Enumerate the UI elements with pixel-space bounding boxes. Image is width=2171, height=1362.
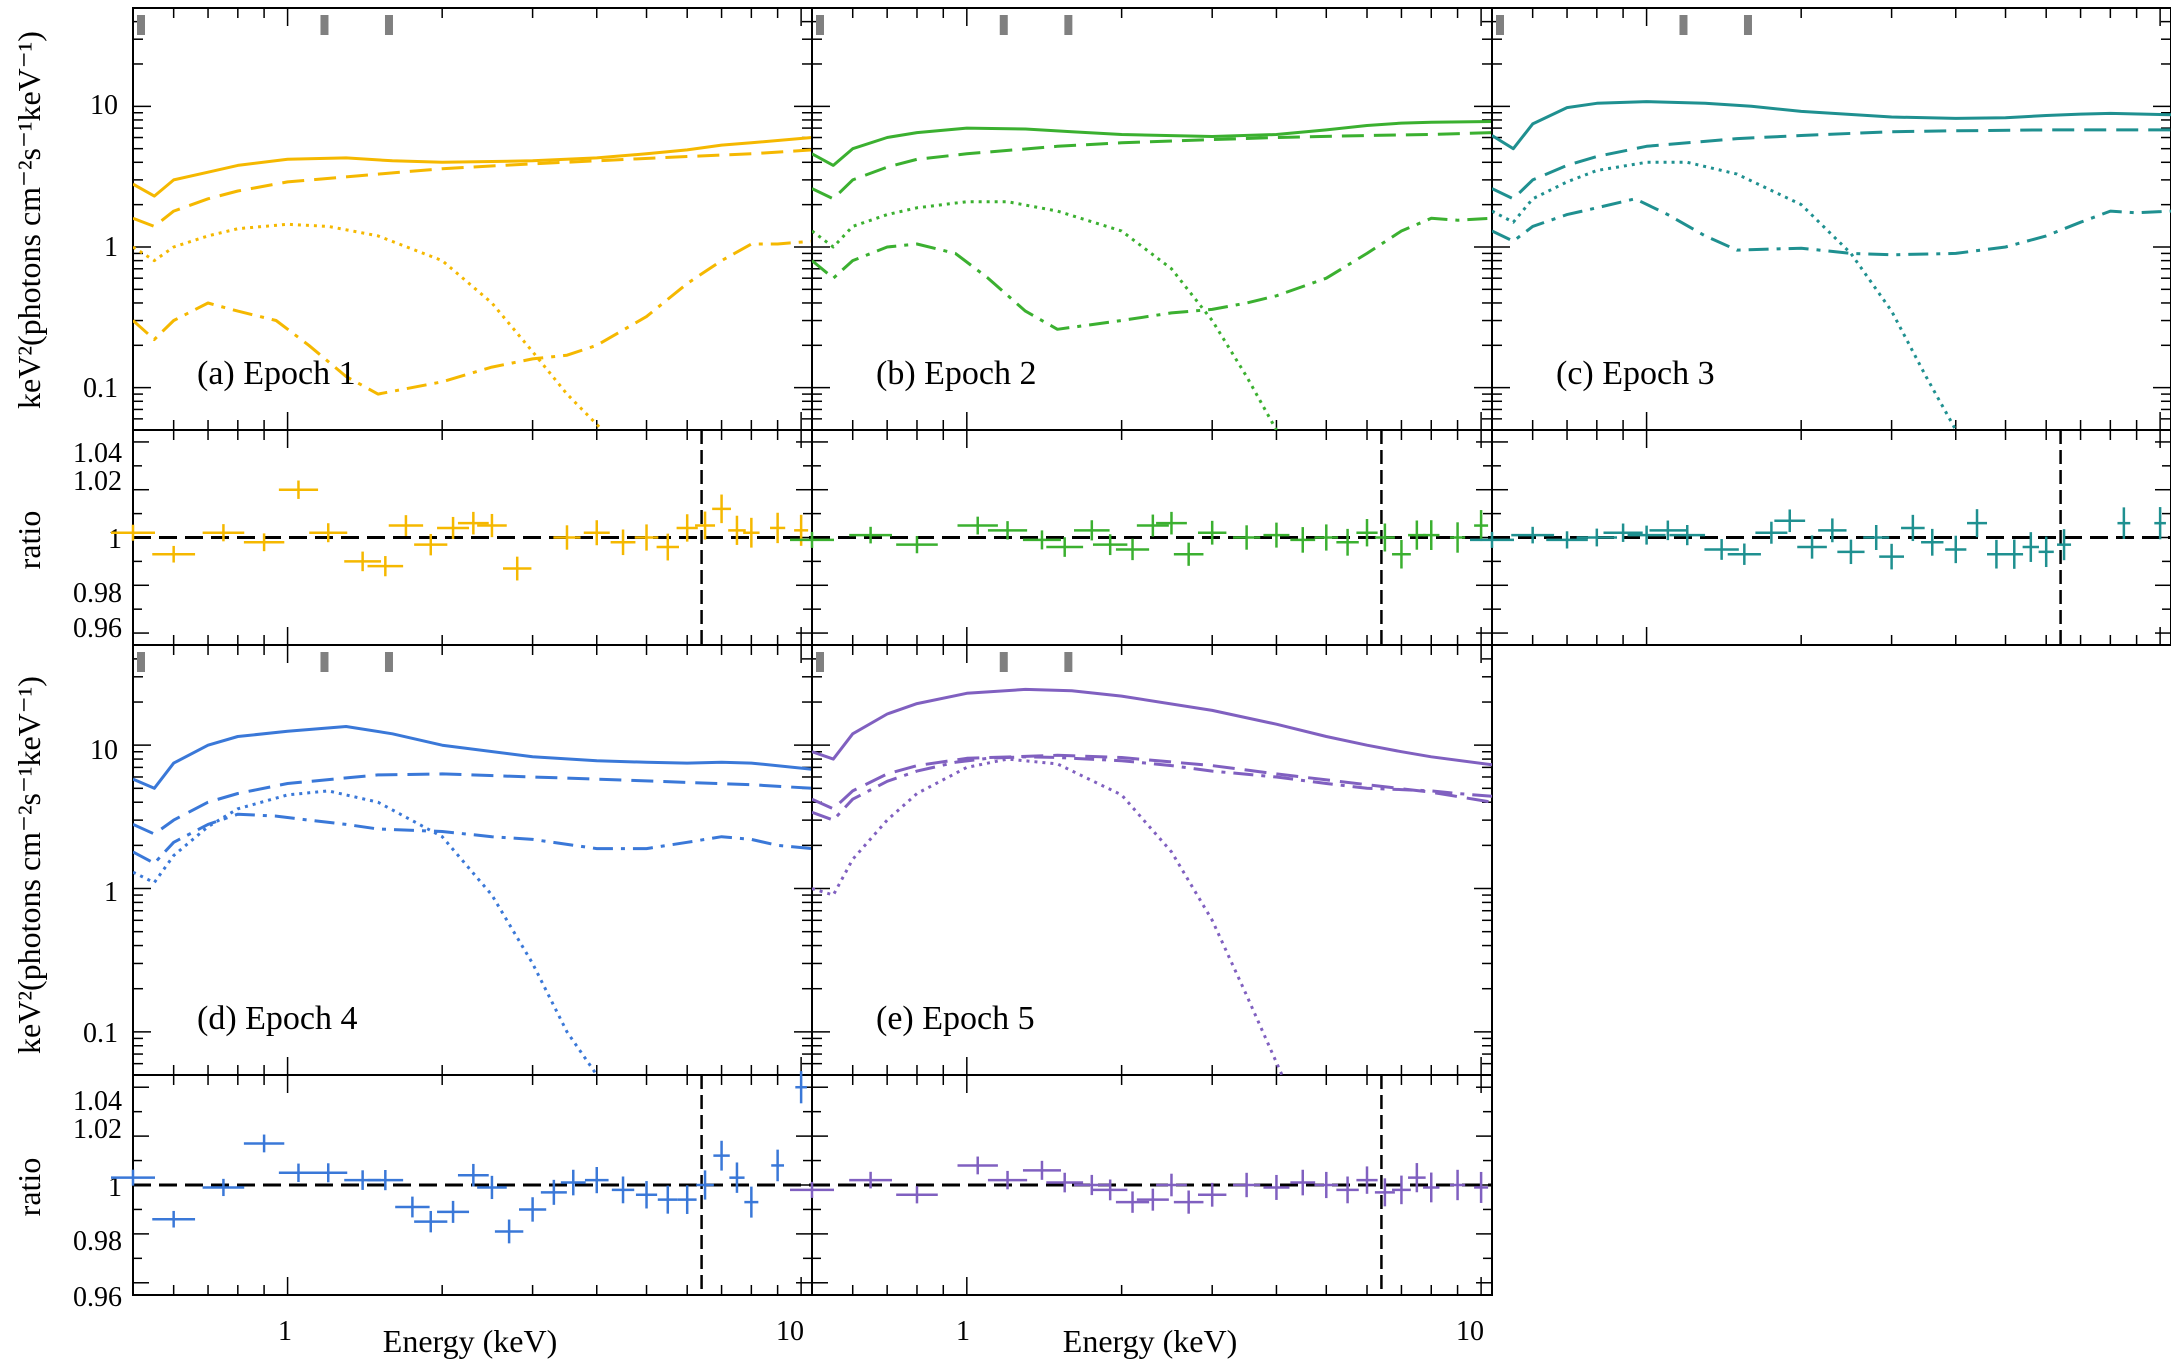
model-curve-disk (133, 789, 599, 1075)
y-axis-title-ratio-row1: ratio (11, 511, 47, 570)
model-curve-reflection (812, 755, 1492, 822)
x-axis-title-col1: Energy (keV) (383, 1323, 557, 1359)
model-curve-power_law (812, 131, 1492, 201)
panel-4: (d) Epoch 4 (111, 644, 813, 1296)
panel-3: (c) Epoch 3 (1470, 7, 2171, 646)
band-marker (1064, 652, 1073, 672)
spec-tick-label: 1 (104, 232, 118, 263)
band-marker (137, 652, 145, 672)
panel-label: (c) Epoch 3 (1556, 355, 1715, 392)
band-marker (320, 652, 329, 672)
band-marker (1496, 15, 1504, 35)
band-marker (384, 652, 393, 672)
model-curve-reflection (1492, 197, 2171, 257)
model-curve-total (133, 136, 812, 198)
panel-label: (b) Epoch 2 (876, 355, 1037, 392)
model-curve-total (812, 120, 1492, 167)
x-tick-label: 10 (1456, 1316, 1484, 1347)
band-marker (999, 652, 1008, 672)
panel-5: (e) Epoch 5 (790, 644, 1493, 1296)
ratio-tick-label: 1 (108, 524, 122, 555)
panel-1: (a) Epoch 1 (111, 7, 813, 646)
ratio-tick-label: 0.96 (73, 613, 122, 644)
ratio-tick-label: 1.02 (73, 466, 122, 497)
model-curve-reflection (133, 812, 812, 865)
model-curve-disk (812, 200, 1278, 430)
panel-label: (e) Epoch 5 (876, 1000, 1035, 1037)
model-curve-reflection (812, 216, 1492, 331)
model-curve-total (133, 725, 812, 790)
ratio-tick-label: 1.04 (73, 438, 122, 469)
spec-tick-label: 0.1 (83, 373, 118, 404)
spec-tick-label: 1 (104, 877, 118, 908)
spec-tick-label: 10 (90, 735, 118, 766)
ratio-tick-label: 0.98 (73, 1226, 122, 1257)
x-tick-label: 1 (956, 1316, 970, 1347)
model-curve-total (812, 687, 1492, 767)
model-curve-reflection (133, 239, 812, 396)
ratio-tick-label: 1 (108, 1172, 122, 1203)
panel-label: (a) Epoch 1 (197, 355, 356, 392)
model-curve-power_law (1492, 128, 2171, 201)
band-marker (320, 15, 329, 35)
x-axis-title-col2: Energy (keV) (1063, 1323, 1237, 1359)
y-axis-title-spectrum-row1: keV²(photons cm⁻²s⁻¹keV⁻¹) (11, 31, 47, 409)
y-axis-title-ratio-row2: ratio (11, 1158, 47, 1217)
model-curve-disk (133, 222, 604, 430)
ratio-tick-label: 1.04 (73, 1086, 122, 1117)
band-marker (1679, 15, 1688, 35)
x-tick-label: 1 (278, 1316, 292, 1347)
model-curve-total (1492, 100, 2171, 151)
band-marker (1064, 15, 1073, 35)
model-curve-power_law (133, 772, 812, 836)
band-marker (137, 15, 145, 35)
panel-label: (d) Epoch 4 (197, 1000, 358, 1037)
panel-2: (b) Epoch 2 (790, 7, 1493, 646)
spec-tick-label: 10 (90, 90, 118, 121)
band-marker (816, 652, 824, 672)
x-tick-label: 10 (776, 1316, 804, 1347)
model-curve-power_law (133, 148, 812, 228)
ratio-tick-label: 0.98 (73, 578, 122, 609)
model-curve-disk (812, 757, 1284, 1075)
ratio-tick-label: 0.96 (73, 1282, 122, 1313)
band-marker (816, 15, 824, 35)
band-marker (1743, 15, 1752, 35)
band-marker (999, 15, 1008, 35)
band-marker (384, 15, 393, 35)
ratio-tick-label: 1.02 (73, 1114, 122, 1145)
model-curve-power_law (812, 753, 1492, 811)
y-axis-title-spectrum-row2: keV²(photons cm⁻²s⁻¹keV⁻¹) (11, 676, 47, 1054)
spec-tick-label: 0.1 (83, 1018, 118, 1049)
